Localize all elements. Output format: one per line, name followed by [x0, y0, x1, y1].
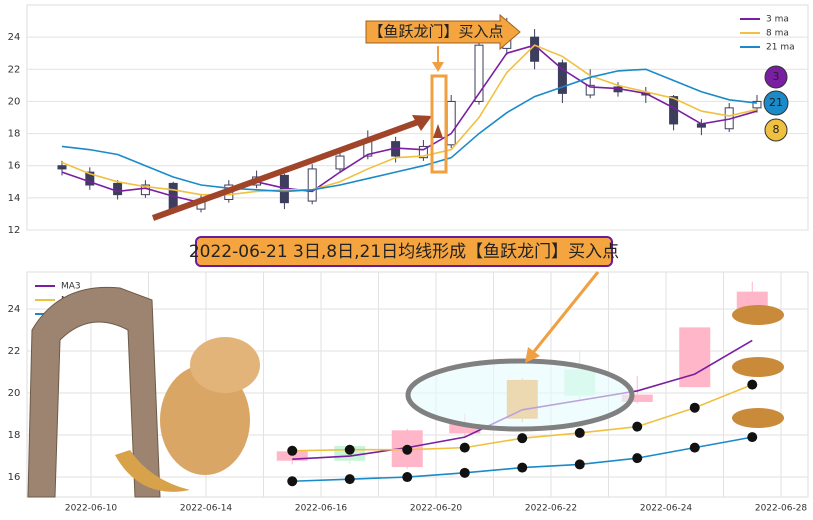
ma-marker [344, 474, 355, 485]
headline-box [195, 236, 613, 267]
badge-label: 8 [773, 123, 780, 136]
ma-marker [574, 427, 585, 438]
ma-marker [574, 459, 585, 470]
x-tick-label: 2022-06-28 [755, 504, 808, 514]
y-tick-label: 22 [8, 346, 21, 357]
ma-marker [402, 444, 413, 455]
ma-marker [287, 476, 298, 487]
badge [764, 65, 788, 89]
y-tick-label: 24 [8, 32, 21, 43]
candle-body [474, 44, 484, 102]
ma-marker [517, 462, 528, 473]
y-tick-label: 14 [8, 193, 21, 204]
ma-marker [402, 472, 413, 483]
fish-group [732, 305, 784, 428]
annotation: 【鱼跃龙门】买入点 [368, 23, 503, 41]
pointer-head [432, 62, 444, 72]
fish-tail [115, 450, 190, 492]
y-tick-label: 24 [8, 304, 21, 315]
ma-marker [632, 421, 643, 432]
legend-label: MA3 [61, 282, 81, 292]
highlight-box [430, 74, 448, 174]
x-tick-label: 2022-06-24 [640, 504, 693, 514]
candle-body [85, 171, 95, 186]
candle-body [307, 168, 317, 202]
ma-marker [459, 442, 470, 453]
ma-marker [517, 433, 528, 444]
ma-line [61, 44, 758, 204]
candle-body [418, 145, 428, 159]
y-tick-label: 22 [8, 64, 21, 75]
candle-body [557, 62, 567, 94]
ma-marker [632, 453, 643, 464]
ma-marker [344, 444, 355, 455]
ma-marker [747, 432, 758, 443]
y-tick-label: 16 [8, 161, 21, 172]
candle-body [335, 155, 345, 170]
candle-body [585, 84, 595, 96]
ma-line [61, 44, 758, 196]
badge-label: 3 [773, 70, 780, 83]
ma-marker [689, 402, 700, 413]
legend-label: 21 ma [766, 43, 795, 53]
ma-marker [747, 379, 758, 390]
pointer [530, 271, 600, 355]
candle-body [446, 100, 456, 146]
headline: 2022-06-21 3日,8日,21日均线形成【鱼跃龙门】买入点 [189, 242, 619, 262]
fish [732, 305, 784, 325]
y-tick-label: 18 [8, 430, 21, 441]
trend-arrow-head [412, 115, 432, 131]
x-tick-label: 2022-06-16 [295, 504, 348, 514]
trend-arrow [151, 119, 420, 221]
annotation-box [365, 13, 521, 51]
candle-body [752, 100, 762, 109]
candle-body [530, 36, 540, 62]
y-tick-label: 20 [8, 96, 21, 107]
badge [763, 90, 789, 116]
legend-label: 8 ma [766, 29, 789, 39]
highlight-ellipse [405, 358, 635, 432]
candle-body [113, 182, 123, 196]
ma-marker [689, 442, 700, 453]
x-tick-label: 2022-06-20 [410, 504, 463, 514]
y-tick-label: 12 [8, 225, 21, 236]
dog-head [190, 337, 260, 393]
badge [764, 118, 788, 142]
ma-marker [459, 467, 470, 478]
y-tick-label: 20 [8, 388, 21, 399]
fish [732, 408, 784, 428]
candle-body [57, 165, 67, 170]
pointer-head [525, 347, 540, 363]
fish [732, 357, 784, 377]
up-marker [433, 124, 443, 138]
y-tick-label: 16 [8, 472, 21, 483]
ma-line [61, 68, 758, 193]
x-tick-label: 2022-06-14 [180, 504, 233, 514]
y-tick-label: 18 [8, 129, 21, 140]
x-tick-label: 2022-06-22 [525, 504, 577, 514]
ma-marker [287, 445, 298, 456]
x-tick-label: 2022-06-10 [65, 504, 118, 514]
legend-label: 3 ma [766, 15, 789, 25]
badge-label: 21 [769, 96, 783, 109]
